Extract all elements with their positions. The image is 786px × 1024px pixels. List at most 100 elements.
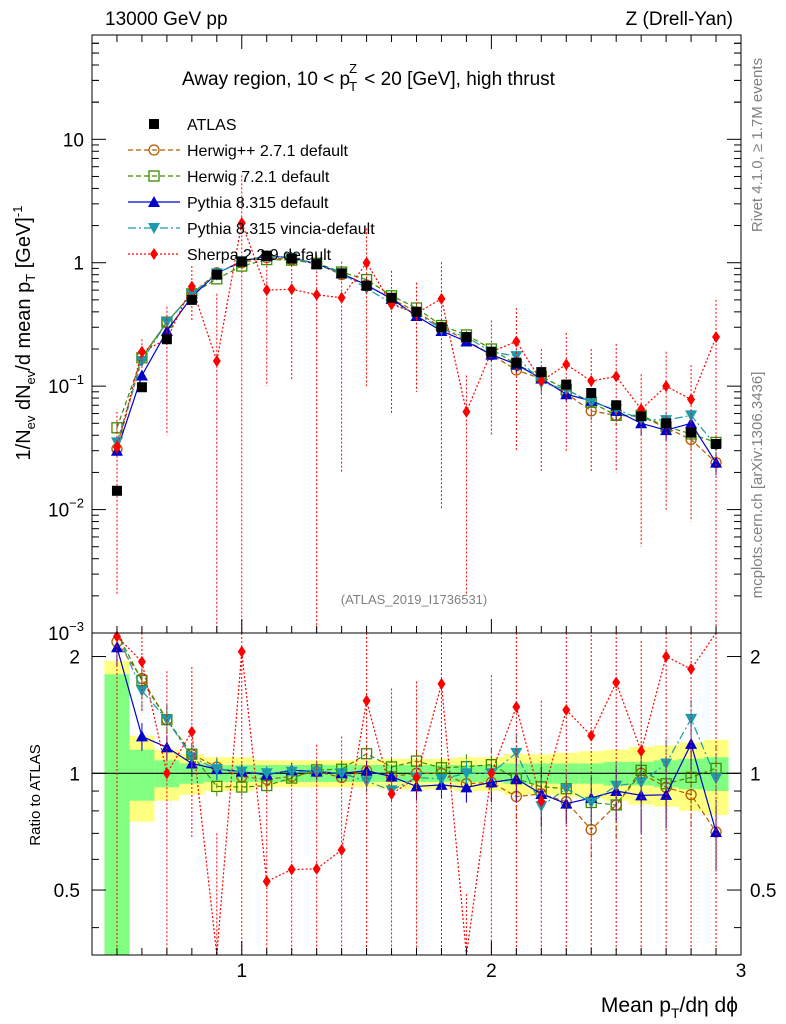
- series-point-main: [160, 317, 173, 329]
- series-point-ratio: [211, 780, 223, 793]
- series-point-ratio: [187, 725, 196, 738]
- series-point-main: [137, 345, 146, 358]
- data-point: [661, 418, 672, 429]
- series-point-ratio: [312, 862, 321, 875]
- ratio-tick-label-right: 2: [750, 648, 761, 669]
- mc-curves: [110, 175, 723, 956]
- ylabel-c: /d mean p: [13, 282, 35, 371]
- ylabel-b: dN: [13, 384, 35, 415]
- series-point-main: [362, 256, 371, 269]
- data-point: [561, 379, 572, 390]
- series-point-ratio: [587, 729, 596, 742]
- series-point-ratio: [710, 825, 723, 837]
- series-point-ratio: [485, 776, 498, 788]
- series-point-ratio: [460, 768, 473, 780]
- data-point: [111, 485, 122, 496]
- series-point-ratio: [362, 694, 371, 707]
- series-point-main: [710, 456, 723, 468]
- data-point: [486, 346, 497, 357]
- series-point-ratio: [162, 767, 171, 780]
- series-point-ratio: [662, 650, 671, 663]
- series-point-ratio: [612, 676, 621, 689]
- title-sub: T: [349, 79, 357, 94]
- ratio-tick-label-right: 1: [750, 764, 761, 785]
- data-point: [436, 322, 447, 333]
- series-sherpa-2-2-9-default: [112, 175, 721, 956]
- series-point-main: [562, 358, 571, 371]
- side-label-bottom: mcplots.cern.ch [arXiv:1306.3436]: [749, 372, 766, 599]
- plot-title: Away region, 10 < pZ T < 20 [GeV], high t…: [182, 61, 556, 94]
- data-point: [461, 332, 472, 343]
- ylabel-a: 1/N: [13, 429, 35, 460]
- legend-label: Pythia 8.315 default: [187, 195, 329, 212]
- series-point-ratio: [137, 655, 146, 668]
- data-point: [211, 269, 222, 280]
- series-point-main: [287, 283, 296, 296]
- series-point-ratio: [437, 677, 446, 690]
- y-tick-base: 10: [48, 377, 69, 398]
- band-stat-bin: [129, 749, 155, 801]
- header-left: 13000 GeV pp: [105, 9, 228, 30]
- title-prefix: Away region, 10 < p: [182, 69, 350, 90]
- series-point-main: [187, 280, 196, 293]
- x-axis-label: Mean pT/dη dϕ: [601, 994, 738, 1021]
- legend-entry-2: Herwig 7.2.1 default: [128, 169, 330, 186]
- ylabel-c-sub: T: [23, 274, 38, 282]
- y-tick-exp: −2: [69, 496, 84, 511]
- data-point: [261, 250, 272, 261]
- series-point-ratio: [512, 700, 521, 713]
- x-tick-label: 1: [236, 961, 247, 982]
- data-point: [636, 411, 647, 422]
- data-points: [111, 250, 722, 496]
- legend-label: Sherpa 2.2.9 default: [187, 247, 332, 264]
- data-point: [286, 253, 297, 264]
- y-tick-exp: −3: [69, 619, 84, 634]
- data-point: [711, 438, 722, 449]
- data-point: [161, 334, 172, 345]
- data-point: [411, 306, 422, 317]
- legend-marker: [149, 119, 159, 129]
- series-point-ratio: [385, 770, 398, 782]
- series-point-main: [512, 335, 521, 348]
- legend-marker: [148, 196, 160, 207]
- series-point-main: [587, 375, 596, 388]
- data-point: [586, 388, 597, 399]
- ratio-tick-label-left: 0.5: [54, 881, 80, 902]
- legend-label: Herwig 7.2.1 default: [187, 169, 330, 186]
- data-point: [386, 292, 397, 303]
- data-point: [511, 357, 522, 368]
- ratio-tick-label-right: 0.5: [750, 881, 776, 902]
- legend-entry-3: Pythia 8.315 default: [128, 195, 329, 212]
- series-point-ratio: [285, 766, 298, 778]
- y-tick-label-main: 1: [73, 254, 84, 275]
- legend-entry-5: Sherpa 2.2.9 default: [128, 247, 332, 264]
- series-point-main: [537, 375, 546, 388]
- ylabel-b-sub: ev: [23, 370, 38, 384]
- series-point-main: [662, 380, 671, 393]
- ylabel-a-sub: ev: [23, 415, 38, 429]
- data-point: [611, 400, 622, 411]
- legend-marker: [148, 223, 160, 234]
- series-point-ratio: [487, 767, 496, 780]
- series-point-ratio: [235, 766, 248, 778]
- y-tick-label-main: 10−1: [48, 372, 84, 398]
- title-sup: Z: [349, 61, 357, 76]
- y-tick-base: 10: [48, 624, 69, 645]
- series-point-main: [135, 355, 148, 367]
- header-right: Z (Drell-Yan): [626, 9, 733, 30]
- legend-entry-1: Herwig++ 2.7.1 default: [128, 143, 349, 160]
- ylabel-d-sup: -1: [10, 206, 25, 218]
- legend-entry-4: Pythia 8.315 vincia-default: [128, 221, 375, 238]
- series-point-ratio: [310, 766, 323, 778]
- data-point: [361, 280, 372, 291]
- series-point-ratio: [687, 663, 696, 676]
- data-point: [136, 382, 147, 393]
- x-tick-label: 2: [486, 961, 497, 982]
- y-tick-label-main: 10: [63, 130, 84, 151]
- series-point-main: [712, 331, 721, 344]
- series-point-ratio: [412, 771, 421, 784]
- series-point-ratio: [337, 844, 346, 857]
- series-point-ratio: [685, 737, 698, 749]
- series-point-main: [685, 410, 698, 422]
